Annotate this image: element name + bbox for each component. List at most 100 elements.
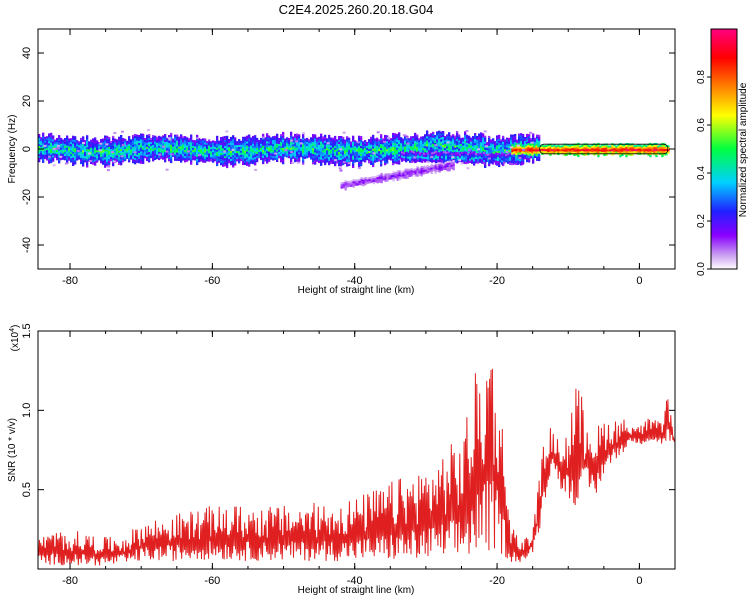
heatmap-cell [627,145,630,148]
heatmap-cell [597,150,600,154]
heatmap-cell [400,176,403,180]
colorbar-tick-label: 0.8 [696,70,707,84]
heatmap-cell [244,160,247,163]
heatmap-cell [535,145,538,148]
heatmap-cell [509,152,512,155]
heatmap-cell [510,136,513,139]
heatmap-cell [212,156,215,159]
heatmap-cell [274,143,277,147]
heatmap-cell [224,154,227,157]
heatmap-cell [519,144,522,147]
heatmap-cell [356,179,359,182]
heatmap-cell [168,145,171,148]
heatmap-cell [214,149,217,152]
heatmap-cell [480,142,483,145]
heatmap-cell [278,156,281,159]
heatmap-cell [603,153,606,157]
heatmap-cell [360,162,363,165]
heatmap-cell [443,155,446,158]
heatmap-cell [290,141,293,144]
heatmap-cell [430,135,433,138]
heatmap-cell [228,143,231,146]
heatmap-cell [450,164,453,168]
heatmap-cell [529,145,532,149]
heatmap-cell [190,148,193,151]
heatmap-cell [392,154,395,158]
heatmap-cell [148,150,151,153]
heatmap-cell [454,143,457,146]
heatmap-cell [194,154,197,157]
heatmap-cell [222,152,225,155]
heatmap-cell [585,153,588,156]
heatmap-cell [364,178,367,182]
heatmap-cell [294,147,297,151]
heatmap-cell [442,165,445,168]
heatmap-cell [386,159,389,162]
heatmap-cell [439,156,442,159]
heatmap-cell [368,157,371,160]
heatmap-cell [76,156,79,159]
heatmap-cell [114,150,117,153]
heatmap-cell [344,153,347,156]
heatmap-cell [102,146,105,149]
heatmap-cell [244,162,247,165]
heatmap-cell [48,153,51,156]
heatmap-cell [236,145,239,148]
heatmap-cell [426,138,429,141]
heatmap-cell [104,155,107,158]
heatmap-cell [482,143,485,146]
heatmap-cell [248,138,251,141]
heatmap-cell [629,145,632,148]
heatmap-cell [561,149,564,152]
heatmap-cell [264,145,267,148]
heatmap-cell [206,153,209,156]
heatmap-cell [210,157,213,160]
heatmap-cell [102,140,105,143]
heatmap-cell [80,137,83,141]
heatmap-cell [348,159,351,162]
heatmap-cell [398,174,401,177]
heatmap-cell [394,161,397,164]
heatmap-cell [352,181,355,184]
heatmap-cell [448,132,451,135]
heatmap-cell [569,150,572,154]
heatmap-cell [324,138,327,142]
snr-x-tick-label: 0 [636,575,642,587]
heatmap-cell [404,148,407,151]
heatmap-cell [599,149,602,152]
heatmap-cell [140,145,143,148]
heatmap-cell [394,141,397,144]
heatmap-cell [100,161,103,164]
heatmap-cell [553,148,556,151]
heatmap-cell [156,136,159,140]
heatmap-cell [514,140,517,143]
heatmap-cell [515,144,518,148]
heatmap-cell [242,154,245,158]
heatmap-cell [164,160,167,163]
heatmap-cell [535,153,538,156]
heatmap-cell [336,159,339,162]
heatmap-cell [252,141,255,145]
heatmap-cell [593,147,596,150]
heatmap-cell [322,156,325,159]
heatmap-cell [284,138,287,141]
heatmap-cell [362,183,365,187]
heatmap-cell [515,142,518,146]
heatmap-cell [68,148,71,151]
heatmap-cell [639,146,642,149]
heatmap-cell [230,156,233,160]
heatmap-cell [362,149,365,152]
heatmap-cell [214,143,217,146]
heatmap-cell [514,142,517,145]
heatmap-cell [230,148,233,152]
heatmap-cell [547,144,550,147]
heatmap-cell [80,157,83,161]
heatmap-cell [440,135,443,138]
heatmap-cell [50,154,53,158]
heatmap-cell [575,143,578,146]
heatmap-cell [484,143,487,146]
heatmap-cell [443,157,446,160]
heatmap-cell [432,139,435,143]
heatmap-cell [48,159,51,162]
heatmap-cell [479,154,482,157]
